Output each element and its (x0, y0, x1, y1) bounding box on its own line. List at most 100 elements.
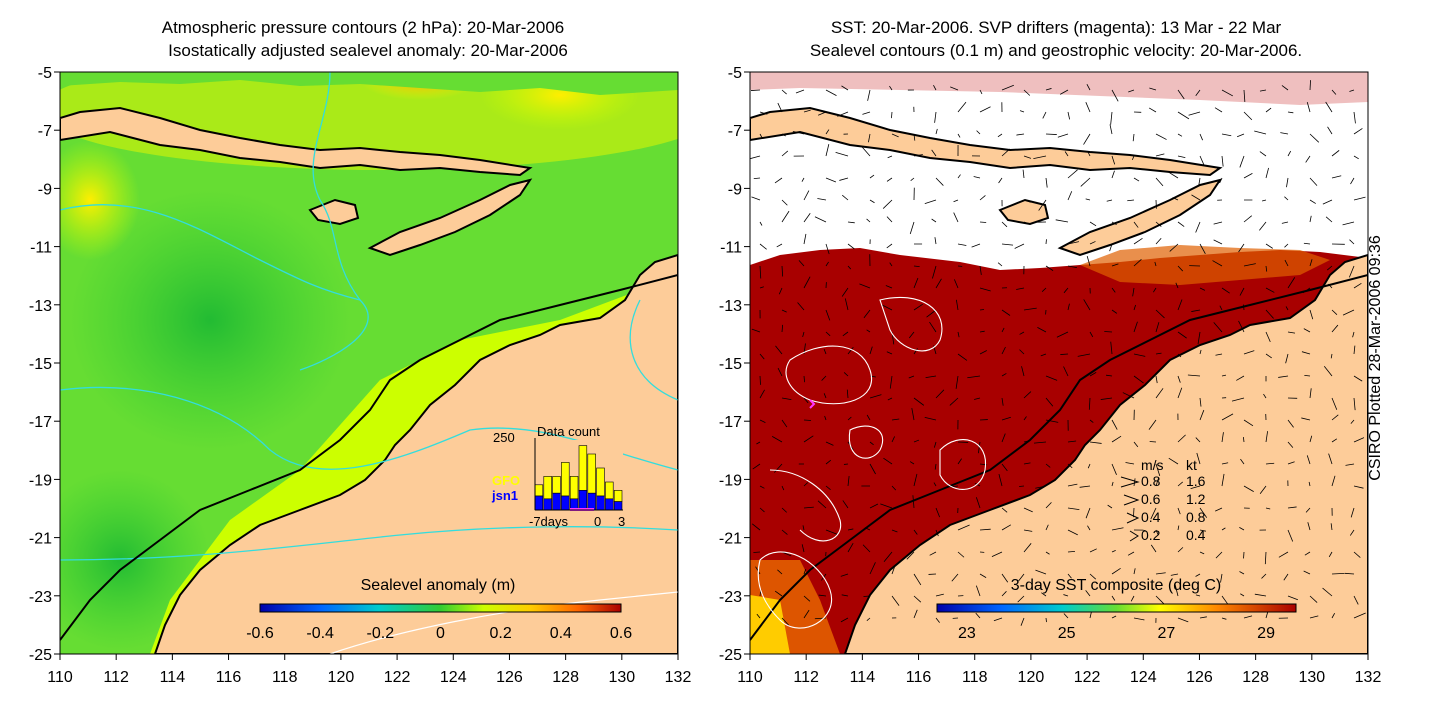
velocity-arrow (1328, 551, 1333, 558)
velocity-arrow (1265, 507, 1271, 510)
velocity-arrow (859, 283, 871, 289)
velocity-arrow (1037, 326, 1047, 333)
velocity-arrow (1133, 304, 1136, 311)
lat-tick-label: -19 (29, 472, 52, 489)
velocity-legend-kt: 0.8 (1186, 509, 1206, 525)
velocity-arrow (1023, 307, 1037, 311)
velocity-arrow (1023, 507, 1033, 513)
velocity-arrow (1243, 111, 1253, 121)
left-lesser-sunda-islands (60, 106, 533, 177)
velocity-arrow (1231, 397, 1245, 402)
velocity-arrow (751, 523, 761, 531)
velocity-arrow (1215, 353, 1223, 356)
sla-yellow-patch-west (60, 140, 140, 260)
velocity-arrow (1133, 259, 1142, 267)
velocity-arrow (1133, 353, 1146, 357)
velocity-arrow (847, 543, 854, 553)
velocity-arrow (1280, 132, 1289, 135)
velocity-legend-kt: 0.4 (1186, 527, 1206, 543)
velocity-arrow (801, 177, 805, 182)
velocity-arrow (1067, 265, 1077, 269)
velocity-arrow (935, 389, 945, 399)
velocity-arrow (1059, 89, 1069, 95)
velocity-arrow (935, 507, 941, 518)
velocity-arrow (1221, 462, 1229, 465)
velocity-arrow (1199, 349, 1202, 355)
velocity-arrow (802, 525, 805, 531)
velocity-arrow (1301, 417, 1311, 421)
lon-tick-label: 114 (850, 669, 876, 686)
velocity-arrow (1195, 221, 1201, 233)
left-colorbar-tick-label: 0.2 (490, 625, 512, 642)
velocity-arrow (1023, 440, 1029, 443)
velocity-arrow (1085, 507, 1091, 519)
velocity-arrow (1243, 485, 1254, 492)
sealevel-contour-4 (757, 551, 833, 629)
velocity-arrow (1195, 89, 1201, 96)
velocity-arrow (1177, 155, 1186, 159)
velocity-arrow (792, 130, 805, 135)
right-colorbar-title: 3-day SST composite (deg C) (1011, 577, 1221, 594)
velocity-arrow (1243, 215, 1253, 223)
velocity-arrow (913, 397, 925, 406)
sealevel-contour-5 (879, 296, 943, 352)
velocity-arrow (1322, 587, 1333, 597)
velocity-arrow (1238, 243, 1245, 253)
velocity-arrow (1195, 573, 1201, 577)
velocity-arrow (926, 309, 937, 318)
velocity-arrow (1287, 111, 1294, 114)
velocity-arrow (1353, 397, 1356, 411)
velocity-arrow (751, 328, 761, 333)
velocity-arrow (1352, 331, 1355, 338)
inset-bar-gfo (613, 490, 623, 502)
white-contour-south (329, 591, 678, 654)
velocity-arrow (1111, 263, 1119, 267)
velocity-arrow (1330, 353, 1333, 359)
velocity-arrow (924, 416, 937, 421)
velocity-arrow (933, 441, 937, 448)
velocity-arrow (823, 349, 827, 355)
velocity-arrow (1303, 242, 1311, 245)
velocity-arrow (1331, 150, 1340, 157)
velocity-arrow (1167, 170, 1179, 179)
velocity-arrow (1265, 462, 1275, 465)
sla-green-core-west (70, 190, 350, 450)
velocity-arrow (759, 133, 763, 138)
velocity-arrow (781, 324, 784, 333)
velocity-arrow (1287, 461, 1295, 465)
velocity-arrow (1155, 572, 1166, 575)
velocity-arrow (817, 500, 827, 509)
velocity-arrow (1001, 309, 1011, 316)
inset-xlabel-end: 3 (618, 514, 625, 529)
velocity-arrow (781, 89, 787, 95)
velocity-arrow (798, 260, 805, 267)
velocity-arrow (1089, 331, 1094, 338)
right-colorbar-tick-label: 27 (1157, 625, 1175, 642)
velocity-arrow (1155, 133, 1167, 140)
velocity-arrow (891, 485, 897, 491)
velocity-arrow (1199, 409, 1205, 421)
velocity-arrow (1281, 85, 1289, 91)
velocity-arrow (1133, 568, 1136, 575)
velocity-arrow (1342, 221, 1355, 226)
velocity-arrow (1111, 89, 1119, 102)
velocity-arrow (839, 177, 849, 181)
velocity-arrow (1278, 375, 1289, 378)
velocity-arrow (1132, 133, 1135, 142)
velocity-arrow (1067, 507, 1080, 511)
velocity-arrow (752, 463, 761, 470)
velocity-arrow (1089, 372, 1097, 377)
shelf-edge-contour (60, 274, 678, 641)
velocity-arrow (803, 190, 810, 201)
velocity-arrow (759, 375, 761, 385)
velocity-arrow (1238, 320, 1245, 333)
left-colorbar-tick-label: -0.2 (367, 625, 395, 642)
velocity-arrow (931, 218, 937, 223)
velocity-arrow (957, 133, 961, 138)
velocity-arrow (1265, 309, 1274, 319)
velocity-arrow (1331, 309, 1338, 315)
sealevel-contour-6 (769, 469, 842, 542)
velocity-arrow (889, 375, 893, 389)
velocity-arrow (844, 298, 849, 311)
velocity-arrow (1089, 221, 1097, 227)
